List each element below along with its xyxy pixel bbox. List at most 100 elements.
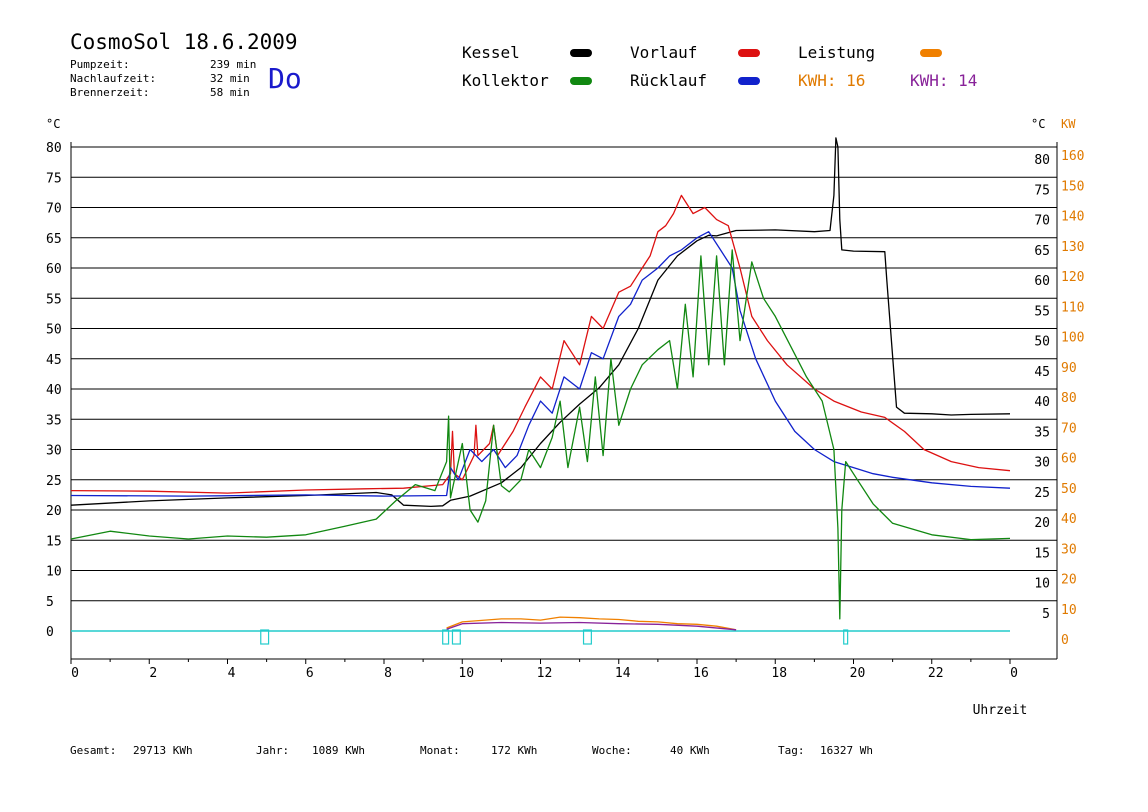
legend-swatch-ruecklauf bbox=[738, 77, 760, 85]
series-line-leistung bbox=[446, 616, 737, 631]
stat-label: Pumpzeit: bbox=[70, 58, 130, 71]
x-tick-label: 12 bbox=[537, 666, 553, 681]
footer-label: Woche: bbox=[592, 744, 632, 757]
series-line-kessel bbox=[70, 137, 1011, 508]
footer-label: Jahr: bbox=[256, 744, 290, 757]
y-axis-label: °C bbox=[46, 117, 60, 131]
y-tick-label: 40 bbox=[46, 383, 62, 398]
legend-swatch-vorlauf bbox=[738, 49, 760, 57]
y-tick-label-right: 40 bbox=[1034, 395, 1050, 410]
kw-tick-label: 10 bbox=[1061, 603, 1077, 618]
kw-tick-label: 90 bbox=[1061, 361, 1077, 376]
legend-label-ruecklauf: Rücklauf bbox=[630, 71, 708, 90]
pump-event-marker bbox=[843, 629, 849, 645]
footer-tag: Tag: 16327 Wh bbox=[778, 744, 873, 757]
footer-value: 40 KWh bbox=[670, 744, 710, 757]
y-tick-label: 60 bbox=[46, 262, 62, 277]
x-tick-label: 16 bbox=[693, 666, 709, 681]
y-tick-label-right: 35 bbox=[1034, 425, 1050, 440]
pump-event-marker bbox=[260, 629, 270, 645]
pump-event-marker bbox=[451, 629, 461, 645]
legend-label-vorlauf: Vorlauf bbox=[630, 43, 698, 62]
x-tick-label: 18 bbox=[771, 666, 787, 681]
footer-jahr: Jahr: 1089 KWh bbox=[256, 744, 365, 757]
y-tick-label: 65 bbox=[46, 232, 62, 247]
x-tick-label: 0 bbox=[71, 666, 79, 681]
y-tick-label-right: 65 bbox=[1034, 244, 1050, 259]
kw-tick-label: 20 bbox=[1061, 573, 1077, 588]
x-tick-label: 0 bbox=[1010, 666, 1018, 681]
kw-tick-label: 60 bbox=[1061, 452, 1077, 467]
y-tick-label-right: 15 bbox=[1034, 546, 1050, 561]
legend-swatch-kollektor bbox=[570, 77, 592, 85]
y-tick-label: 45 bbox=[46, 353, 62, 368]
kw-tick-label: 100 bbox=[1061, 331, 1084, 346]
kwh-label-purple: KWH: 14 bbox=[910, 71, 978, 90]
x-tick-label: 22 bbox=[928, 666, 944, 681]
x-tick-label: 8 bbox=[384, 666, 392, 681]
y-tick-label: 5 bbox=[46, 595, 54, 610]
footer-value: 1089 KWh bbox=[312, 744, 365, 757]
kw-tick-label: 130 bbox=[1061, 240, 1084, 255]
series-line-kollektor bbox=[70, 249, 1011, 620]
footer-label: Tag: bbox=[778, 744, 805, 757]
pump-event-marker bbox=[582, 629, 592, 645]
stat-label: Brennerzeit: bbox=[70, 86, 150, 99]
kw-tick-label: 110 bbox=[1061, 300, 1084, 315]
y-tick-label: 55 bbox=[46, 292, 62, 307]
y-tick-label-right: 20 bbox=[1034, 516, 1050, 531]
y-tick-label-right: 30 bbox=[1034, 456, 1050, 471]
x-tick-label: 10 bbox=[458, 666, 474, 681]
footer-gesamt: Gesamt: 29713 KWh bbox=[70, 744, 193, 757]
y-axis-label-right: °C bbox=[1031, 117, 1045, 131]
kw-tick-label: 140 bbox=[1061, 210, 1084, 225]
pump-event-marker bbox=[442, 629, 450, 645]
kw-axis-label: KW bbox=[1061, 117, 1076, 131]
stat-value: 239 min bbox=[210, 58, 257, 71]
y-tick-label-right: 50 bbox=[1034, 335, 1050, 350]
kw-tick-label: 40 bbox=[1061, 512, 1077, 527]
footer-woche: Woche: 40 KWh bbox=[592, 744, 710, 757]
y-tick-label: 50 bbox=[46, 323, 62, 338]
y-tick-label: 70 bbox=[46, 202, 62, 217]
footer-label: Monat: bbox=[420, 744, 460, 757]
footer-value: 16327 Wh bbox=[820, 744, 873, 757]
y-tick-label: 0 bbox=[46, 625, 54, 640]
legend-label-kessel: Kessel bbox=[462, 43, 520, 62]
y-tick-label: 20 bbox=[46, 504, 62, 519]
y-tick-label: 75 bbox=[46, 171, 62, 186]
kw-tick-label: 0 bbox=[1061, 633, 1069, 648]
kwh-label-orange: KWH: 16 bbox=[798, 71, 866, 90]
x-tick-label: 14 bbox=[615, 666, 631, 681]
y-tick-label-right: 25 bbox=[1034, 486, 1050, 501]
stat-nachlaufzeit: Nachlaufzeit: 32 min bbox=[70, 72, 250, 85]
x-tick-label: 4 bbox=[228, 666, 236, 681]
legend-swatch-leistung bbox=[920, 49, 942, 57]
y-tick-label-right: 75 bbox=[1034, 183, 1050, 198]
x-tick-label: 20 bbox=[850, 666, 866, 681]
legend-swatch-kessel bbox=[570, 49, 592, 57]
footer-monat: Monat: 172 KWh bbox=[420, 744, 537, 757]
legend-label-kollektor: Kollektor bbox=[462, 71, 549, 90]
kw-tick-label: 80 bbox=[1061, 391, 1077, 406]
kw-tick-label: 120 bbox=[1061, 270, 1084, 285]
stat-brennerzeit: Brennerzeit: 58 min bbox=[70, 86, 250, 99]
chart-title: CosmoSol 18.6.2009 bbox=[70, 30, 298, 54]
y-tick-label-right: 60 bbox=[1034, 274, 1050, 289]
stat-value: 32 min bbox=[210, 72, 250, 85]
y-tick-label: 80 bbox=[46, 141, 62, 156]
y-tick-label-right: 10 bbox=[1034, 577, 1050, 592]
y-tick-label: 10 bbox=[46, 565, 62, 580]
y-tick-label-right: 45 bbox=[1034, 365, 1050, 380]
day-label: Do bbox=[268, 62, 302, 95]
kw-tick-label: 160 bbox=[1061, 149, 1084, 164]
kw-tick-label: 150 bbox=[1061, 179, 1084, 194]
y-tick-label: 15 bbox=[46, 534, 62, 549]
y-tick-label: 35 bbox=[46, 413, 62, 428]
stat-value: 58 min bbox=[210, 86, 250, 99]
y-tick-label-right: 70 bbox=[1034, 214, 1050, 229]
y-tick-label-right: 5 bbox=[1042, 607, 1050, 622]
footer-value: 172 KWh bbox=[491, 744, 538, 757]
y-tick-label: 25 bbox=[46, 474, 62, 489]
